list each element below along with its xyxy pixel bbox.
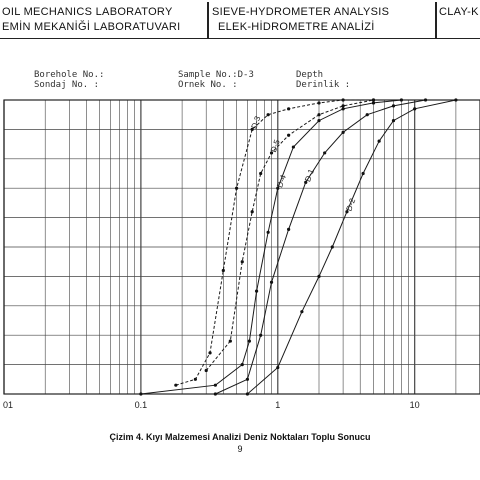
depth-label: Depth [296, 70, 324, 80]
series-label: D-4 [275, 173, 288, 189]
data-point [174, 383, 178, 387]
data-point [221, 268, 225, 273]
derinlik-label: Derinlik : [296, 80, 351, 90]
data-point [361, 171, 365, 176]
data-point [341, 107, 345, 111]
data-point [317, 118, 321, 123]
page-number: 9 [237, 444, 243, 454]
data-point [341, 104, 345, 108]
data-point [341, 98, 345, 102]
series-label: D-5 [269, 138, 282, 154]
lab-name-en: OIL MECHANICS LABORATORY [2, 6, 173, 18]
data-point [371, 101, 376, 105]
series-line [205, 99, 374, 371]
data-point [269, 151, 274, 155]
data-point [245, 392, 250, 396]
data-point [413, 107, 417, 111]
series-label: D-2 [344, 197, 357, 213]
series-line [175, 99, 374, 386]
data-point [269, 280, 274, 284]
data-point [304, 180, 308, 184]
data-point [139, 392, 143, 396]
data-point [250, 127, 254, 131]
data-point [371, 98, 376, 102]
data-point [259, 333, 263, 337]
analysis-title-en: SIEVE-HYDROMETER ANALYSIS [212, 6, 390, 18]
x-tick-label: 01 [3, 400, 13, 410]
data-point [300, 310, 304, 314]
lab-name-cell: OIL MECHANICS LABORATORY EMİN MEKANİĞİ L… [0, 2, 208, 39]
plot-frame [3, 99, 480, 395]
data-point [266, 113, 270, 117]
data-point [365, 113, 369, 117]
data-point [193, 377, 197, 381]
data-point [377, 139, 381, 143]
analysis-title-cell: SIEVE-HYDROMETER ANALYSIS ELEK-HİDROMETR… [208, 2, 437, 39]
x-tick-label: 0.1 [135, 400, 148, 410]
series-line [140, 99, 402, 395]
lab-name-tr: EMİN MEKANİĞİ LABORATUVARI [2, 21, 181, 33]
data-point [317, 274, 321, 278]
data-point [213, 392, 217, 396]
data-point [247, 339, 251, 343]
analysis-title-tr: ELEK-HİDROMETRE ANALİZİ [218, 21, 375, 33]
data-point [423, 98, 428, 102]
data-point [254, 289, 259, 293]
borehole-label: Borehole No.: [34, 70, 105, 80]
data-point [287, 227, 291, 231]
data-point [291, 145, 295, 149]
series-label: D-3 [250, 114, 263, 130]
data-point [213, 383, 217, 387]
data-point [391, 104, 396, 108]
data-point [287, 107, 291, 111]
series-label: D-1 [303, 167, 316, 183]
data-point [341, 130, 345, 134]
data-point [250, 210, 254, 214]
data-point [276, 186, 280, 190]
grain-size-chart: 01 0.1 1 10 D-3 D-5 D-4 D-1 D-2 [3, 98, 480, 410]
figure-caption: Çizim 4. Kıyı Malzemesi Analizi Deniz No… [109, 432, 371, 442]
data-point [345, 210, 349, 214]
data-point [266, 230, 270, 234]
lab-header: OIL MECHANICS LABORATORY EMİN MEKANİĞİ L… [0, 0, 480, 40]
soil-class-label: CLAY-K [439, 6, 479, 18]
data-point [228, 339, 232, 343]
x-tick-label: 10 [410, 400, 420, 410]
data-point [317, 101, 321, 105]
data-point [240, 260, 244, 264]
data-point [276, 365, 280, 370]
data-point [234, 186, 239, 190]
sample-label: Sample No.:D-3 [178, 70, 254, 80]
data-point [208, 351, 212, 355]
data-point [204, 368, 208, 373]
data-point [317, 113, 321, 117]
data-point [323, 151, 327, 155]
ornek-label: Ornek No. : [178, 80, 238, 90]
data-point [240, 363, 244, 367]
data-point [330, 245, 334, 249]
data-point [399, 98, 404, 102]
data-point [454, 98, 458, 102]
soil-class-cell: CLAY-K [435, 2, 480, 39]
x-tick-label: 1 [275, 400, 280, 410]
data-point [245, 377, 250, 381]
data-point [391, 118, 396, 123]
data-point [287, 133, 291, 137]
sondaj-label: Sondaj No. : [34, 80, 100, 90]
data-point [259, 171, 263, 176]
